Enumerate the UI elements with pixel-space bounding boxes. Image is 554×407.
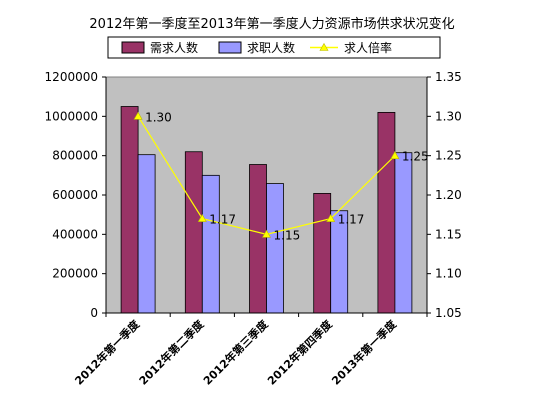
legend: 需求人数 求职人数 求人倍率	[107, 36, 441, 59]
right-axis-tick-label: 1.30	[435, 109, 462, 123]
left-axis-tick-label: 800000	[52, 149, 98, 163]
legend-marker-ratio	[319, 42, 329, 51]
applicants-bar	[266, 183, 284, 314]
left-axis-tick-label: 1000000	[45, 109, 98, 123]
ratio-data-label: 1.15	[274, 228, 301, 242]
ratio-data-label: 1.25	[402, 150, 429, 164]
ratio-data-label: 1.17	[209, 213, 236, 227]
right-axis-tick-label: 1.35	[435, 70, 462, 84]
x-axis-tick-label: 2013年第一季度	[329, 317, 400, 388]
legend-swatch-demand	[121, 41, 145, 54]
ratio-point	[261, 229, 272, 238]
legend-label-ratio: 求人倍率	[344, 40, 392, 55]
ratio-data-label: 1.30	[145, 110, 172, 124]
left-axis-tick-label: 400000	[52, 227, 98, 241]
demand-bar	[313, 193, 332, 314]
right-axis-tick-label: 1.05	[435, 306, 462, 320]
ratio-point	[133, 111, 143, 120]
right-axis-tick-label: 1.20	[435, 188, 462, 202]
demand-bar	[377, 112, 396, 314]
ratio-point	[197, 213, 207, 222]
x-axis-tick-label: 2012年第四季度	[264, 317, 335, 388]
demand-bar	[249, 164, 267, 314]
left-axis-tick-label: 200000	[52, 267, 98, 281]
demand-bar	[120, 106, 139, 314]
demand-bar	[184, 151, 203, 314]
x-axis-tick-label: 2012年第二季度	[136, 317, 207, 388]
applicants-bar	[394, 152, 413, 314]
legend-label-demand: 需求人数	[150, 40, 198, 55]
applicants-bar	[201, 174, 220, 314]
left-axis-tick-label: 0	[90, 306, 98, 320]
ratio-data-label: 1.17	[338, 213, 365, 227]
applicants-bar	[137, 154, 156, 314]
ratio-point	[326, 213, 336, 222]
chart-title: 2012年第一季度至2013年第一季度人力资源市场供求状况变化	[89, 16, 454, 32]
right-axis-tick-label: 1.10	[435, 267, 462, 281]
legend-swatch-applicants	[218, 41, 242, 54]
legend-label-applicants: 求职人数	[247, 40, 295, 55]
left-axis-tick-label: 1200000	[45, 70, 98, 84]
right-axis-tick-label: 1.25	[435, 149, 462, 163]
x-axis-tick-label: 2012年第三季度	[200, 317, 271, 388]
left-axis-tick-label: 600000	[52, 188, 98, 202]
ratio-point	[390, 151, 400, 159]
x-axis-tick-label: 2012年第一季度	[72, 317, 143, 388]
right-axis-tick-label: 1.15	[435, 227, 462, 241]
